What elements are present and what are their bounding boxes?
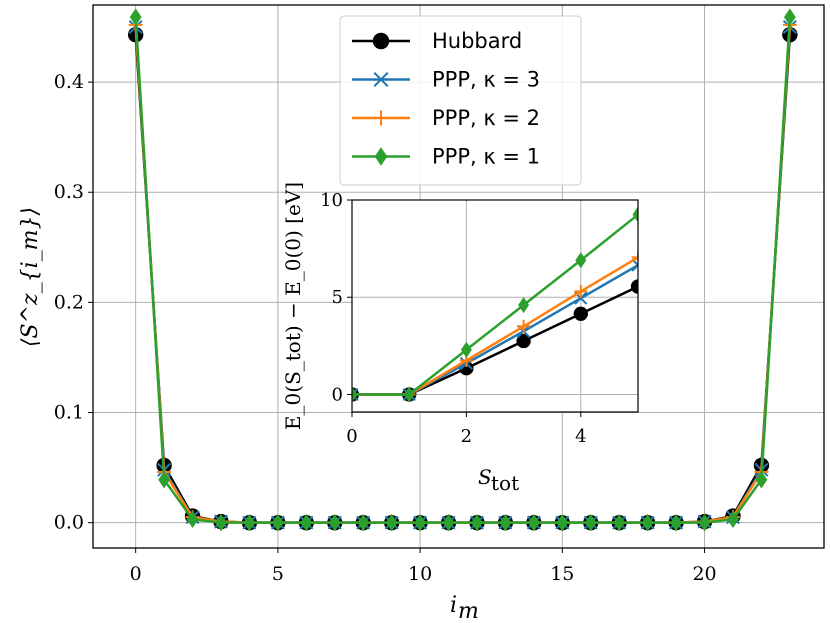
data-point: [442, 513, 455, 532]
data-point: [755, 471, 768, 489]
legend-label: PPP, κ = 3: [432, 68, 540, 92]
data-point: [158, 471, 170, 489]
y-tick-label: 0.1: [54, 402, 84, 424]
inset-background: [352, 200, 638, 412]
data-point: [215, 513, 227, 532]
y-axis-label: ⟨S^z_{i_m}⟩: [18, 207, 43, 347]
legend-marker: [372, 32, 390, 50]
data-point: [613, 513, 626, 532]
main-axes-frame: [92, 4, 825, 549]
y-tick-label: 0.2: [54, 291, 84, 313]
data-point: [499, 513, 512, 532]
legend-label: PPP, κ = 2: [432, 106, 540, 130]
legend-item: PPP, κ = 1: [352, 145, 540, 169]
svg-text:tot: tot: [491, 471, 519, 495]
inset-data-point: [630, 279, 638, 294]
data-point: [129, 8, 142, 26]
series-3: [129, 8, 796, 532]
x-tick-label: 5: [272, 563, 284, 585]
inset-data-point: [403, 386, 415, 403]
inset-x-tick-label: 4: [575, 426, 586, 447]
inset-y-tick-label: 5: [332, 287, 343, 308]
inset-series-line: [352, 213, 638, 396]
legend: Hubbard PPP, κ = 3 PPP, κ = 2 PPP, κ = 1: [339, 15, 582, 186]
data-point: [300, 513, 313, 532]
data-point: [584, 513, 597, 532]
y-tick-label: 0.3: [54, 181, 84, 203]
svg-text:m: m: [458, 599, 479, 623]
inset-data-point: [518, 296, 530, 314]
legend-item: Hubbard: [352, 29, 522, 53]
data-point: [243, 513, 256, 532]
inset-data-point: [631, 258, 638, 272]
inset-data-point: [460, 341, 472, 358]
legend-label: PPP, κ = 1: [432, 145, 540, 169]
inset-x-tick-label: 0: [346, 426, 357, 447]
data-point: [670, 513, 682, 532]
legend-item: PPP, κ = 3: [352, 68, 540, 92]
legend-label: Hubbard: [432, 29, 522, 53]
inset-x-axis-label: S tot: [478, 465, 519, 495]
inset-chart: 0 2 4 0 5 10 S tot E_0(S_tot) − E_0(0) [eV]: [281, 182, 639, 495]
svg-text:S: S: [478, 465, 492, 489]
data-point: [385, 513, 398, 532]
inset-axes-frame: [351, 199, 639, 413]
main-series: [127, 8, 798, 532]
legend-box: [339, 15, 582, 186]
data-point: [698, 513, 711, 532]
data-point: [328, 513, 341, 532]
data-point: [727, 510, 739, 529]
data-point: [641, 513, 654, 532]
y-tick-label: 0.0: [54, 512, 84, 534]
inset-y-tick-label: 0: [332, 384, 343, 405]
inset-data-point: [632, 206, 638, 223]
data-point: [783, 8, 796, 26]
data-point: [357, 513, 370, 532]
inset-y-axis-label: E_0(S_tot) − E_0(0) [eV]: [281, 182, 305, 430]
svg-text:i: i: [450, 593, 457, 618]
data-point: [272, 513, 284, 532]
inset-data-point: [516, 333, 531, 349]
inset-ticks: 0 2 4 0 5 10: [320, 190, 586, 447]
y-tick-label: 0.4: [54, 71, 84, 93]
inset-y-tick-label: 10: [320, 190, 343, 211]
inset-data-point: [517, 319, 531, 333]
inset-data-point: [352, 387, 359, 402]
inset-x-tick-label: 2: [461, 426, 472, 447]
main-ticks: 0 5 10 15 200.00.10.20.30.4: [54, 71, 717, 585]
inset-series-3: [352, 206, 638, 403]
legend-marker: [373, 72, 389, 87]
data-point: [414, 513, 426, 532]
svg-text:E_0(S_tot) − E_0(0) [eV]: E_0(S_tot) − E_0(0) [eV]: [281, 182, 305, 430]
data-point: [186, 510, 199, 529]
x-tick-label: 15: [550, 563, 574, 585]
x-axis-label: i m: [450, 593, 479, 623]
legend-marker: [373, 110, 389, 126]
legend-marker: [374, 147, 388, 166]
legend-item: PPP, κ = 2: [352, 106, 540, 130]
x-tick-label: 10: [408, 563, 432, 585]
x-tick-label: 20: [692, 563, 716, 585]
inset-series: [352, 206, 638, 403]
data-point: [471, 513, 483, 532]
x-tick-label: 0: [130, 563, 142, 585]
inset-data-point: [631, 250, 638, 264]
svg-text:⟨S^z_{i_m}⟩: ⟨S^z_{i_m}⟩: [18, 207, 43, 347]
data-point: [556, 513, 569, 532]
data-point: [527, 513, 540, 532]
inset-data-point: [573, 306, 588, 321]
inset-data-point: [352, 386, 358, 403]
inset-data-point: [574, 284, 588, 298]
inset-data-point: [575, 252, 587, 269]
